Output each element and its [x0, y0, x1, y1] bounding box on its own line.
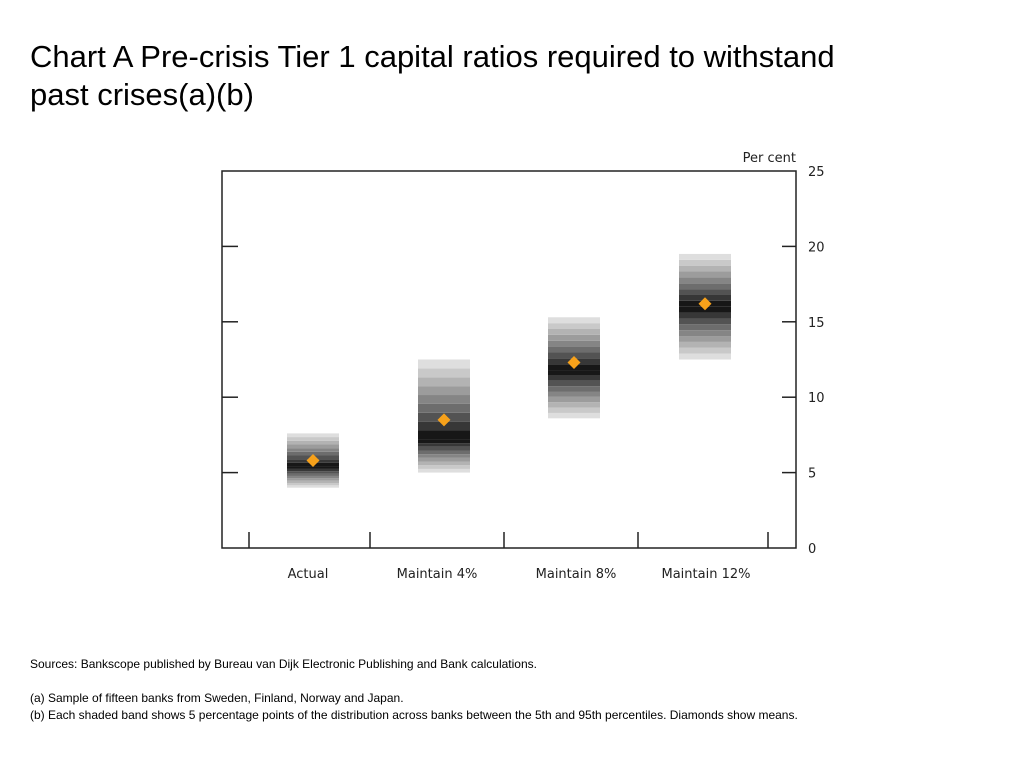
band-4-p75-80	[679, 271, 731, 278]
band-2-p75-80	[418, 386, 470, 396]
chart-notes: Sources: Bankscope published by Bureau v…	[30, 656, 930, 724]
band-4-p20-25	[679, 336, 731, 342]
band-3-p70-75	[548, 340, 600, 347]
band-3-p5-10	[548, 412, 600, 419]
band-1-p65-70	[287, 451, 339, 456]
band-2-p35-40	[418, 446, 470, 451]
band-2-p85-90	[418, 368, 470, 378]
footnote-b: (b) Each shaded band shows 5 percentage …	[30, 708, 798, 722]
band-3-p60-65	[548, 352, 600, 359]
band-2-p20-25	[418, 457, 470, 462]
band-2-p45-50	[418, 439, 470, 444]
band-3-p40-45	[548, 375, 600, 381]
y-tick-label-25: 25	[808, 165, 825, 180]
title-line-1: Chart A Pre-crisis Tier 1 capital ratios…	[30, 39, 835, 74]
band-3-p75-80	[548, 334, 600, 341]
band-2-p30-35	[418, 450, 470, 455]
band-3-p85-90	[548, 323, 600, 330]
mean-diamond-3	[567, 356, 581, 370]
x-tick-label-4: Maintain 12%	[662, 567, 751, 582]
band-4-p90-95	[679, 253, 731, 260]
band-1-p85-90	[287, 437, 339, 441]
band-1-p30-35	[287, 473, 339, 476]
band-4-p25-30	[679, 330, 731, 337]
slide-title: Chart A Pre-crisis Tier 1 capital ratios…	[30, 38, 990, 114]
y-tick-label-0: 0	[808, 542, 816, 557]
band-1-p25-30	[287, 475, 339, 479]
y-axis-label: Per cent	[743, 151, 796, 166]
band-4-p40-45	[679, 312, 731, 319]
percentile-bands	[287, 253, 731, 488]
x-tick-label-1: Actual	[288, 567, 329, 582]
band-2-p90-95	[418, 359, 470, 369]
band-1-p80-85	[287, 440, 339, 445]
band-3-p35-40	[548, 380, 600, 387]
band-3-p15-20	[548, 402, 600, 408]
mean-markers	[306, 297, 712, 468]
band-1-p10-15	[287, 482, 339, 486]
band-4-p10-15	[679, 347, 731, 354]
band-2-p80-85	[418, 377, 470, 387]
axis-ticks	[222, 245, 796, 548]
footnote-a: (a) Sample of fifteen banks from Sweden,…	[30, 691, 404, 705]
mean-diamond-4	[698, 297, 712, 311]
sources-note: Sources: Bankscope published by Bureau v…	[30, 657, 537, 671]
y-tick-labels: 0 5 10 15 20 25	[808, 165, 825, 557]
band-1-p75-80	[287, 444, 339, 449]
x-tick-labels: Actual Maintain 4% Maintain 8% Maintain 12%	[288, 567, 751, 582]
band-4-p60-65	[679, 289, 731, 295]
plot-frame	[221, 170, 797, 549]
mean-diamond-2	[437, 413, 451, 427]
band-4-p30-35	[679, 324, 731, 331]
band-4-p85-90	[679, 259, 731, 266]
y-tick-label-15: 15	[808, 316, 825, 331]
band-3-p45-50	[548, 370, 600, 376]
band-2-p50-55	[418, 430, 470, 440]
band-4-p80-85	[679, 265, 731, 272]
band-4-p65-70	[679, 283, 731, 290]
y-tick-label-20: 20	[808, 240, 825, 255]
band-4-p35-40	[679, 318, 731, 325]
band-1-p5-10	[287, 485, 339, 488]
band-4-p15-20	[679, 341, 731, 348]
fan-chart: 0 5 10 15 20 25 Actual Maintain 4% Maintain 8% M…	[221, 151, 825, 582]
band-3-p25-30	[548, 391, 600, 397]
x-tick-label-2: Maintain 4%	[397, 567, 478, 582]
band-4-p5-10	[679, 353, 731, 360]
band-2-p15-20	[418, 461, 470, 466]
band-2-p65-70	[418, 403, 470, 413]
band-1-p90-95	[287, 433, 339, 438]
band-1-p70-75	[287, 448, 339, 452]
band-1-p15-20	[287, 480, 339, 483]
band-3-p65-70	[548, 346, 600, 353]
band-1-p20-25	[287, 478, 339, 481]
band-3-p20-25	[548, 396, 600, 403]
band-2-p10-15	[418, 465, 470, 469]
band-2-p25-30	[418, 454, 470, 458]
band-1-p35-40	[287, 471, 339, 474]
band-3-p90-95	[548, 317, 600, 324]
band-3-p80-85	[548, 329, 600, 335]
y-tick-label-10: 10	[808, 391, 825, 406]
band-3-p10-15	[548, 407, 600, 413]
band-4-p70-75	[679, 277, 731, 284]
title-line-2: past crises(a)(b)	[30, 77, 254, 112]
band-1-p40-45	[287, 468, 339, 472]
x-tick-label-3: Maintain 8%	[536, 567, 617, 582]
band-1-p45-50	[287, 466, 339, 469]
band-2-p40-45	[418, 443, 470, 447]
y-tick-label-5: 5	[808, 467, 816, 482]
mean-diamond-1	[306, 454, 320, 468]
band-2-p5-10	[418, 468, 470, 473]
band-2-p70-75	[418, 395, 470, 404]
band-3-p30-35	[548, 386, 600, 392]
